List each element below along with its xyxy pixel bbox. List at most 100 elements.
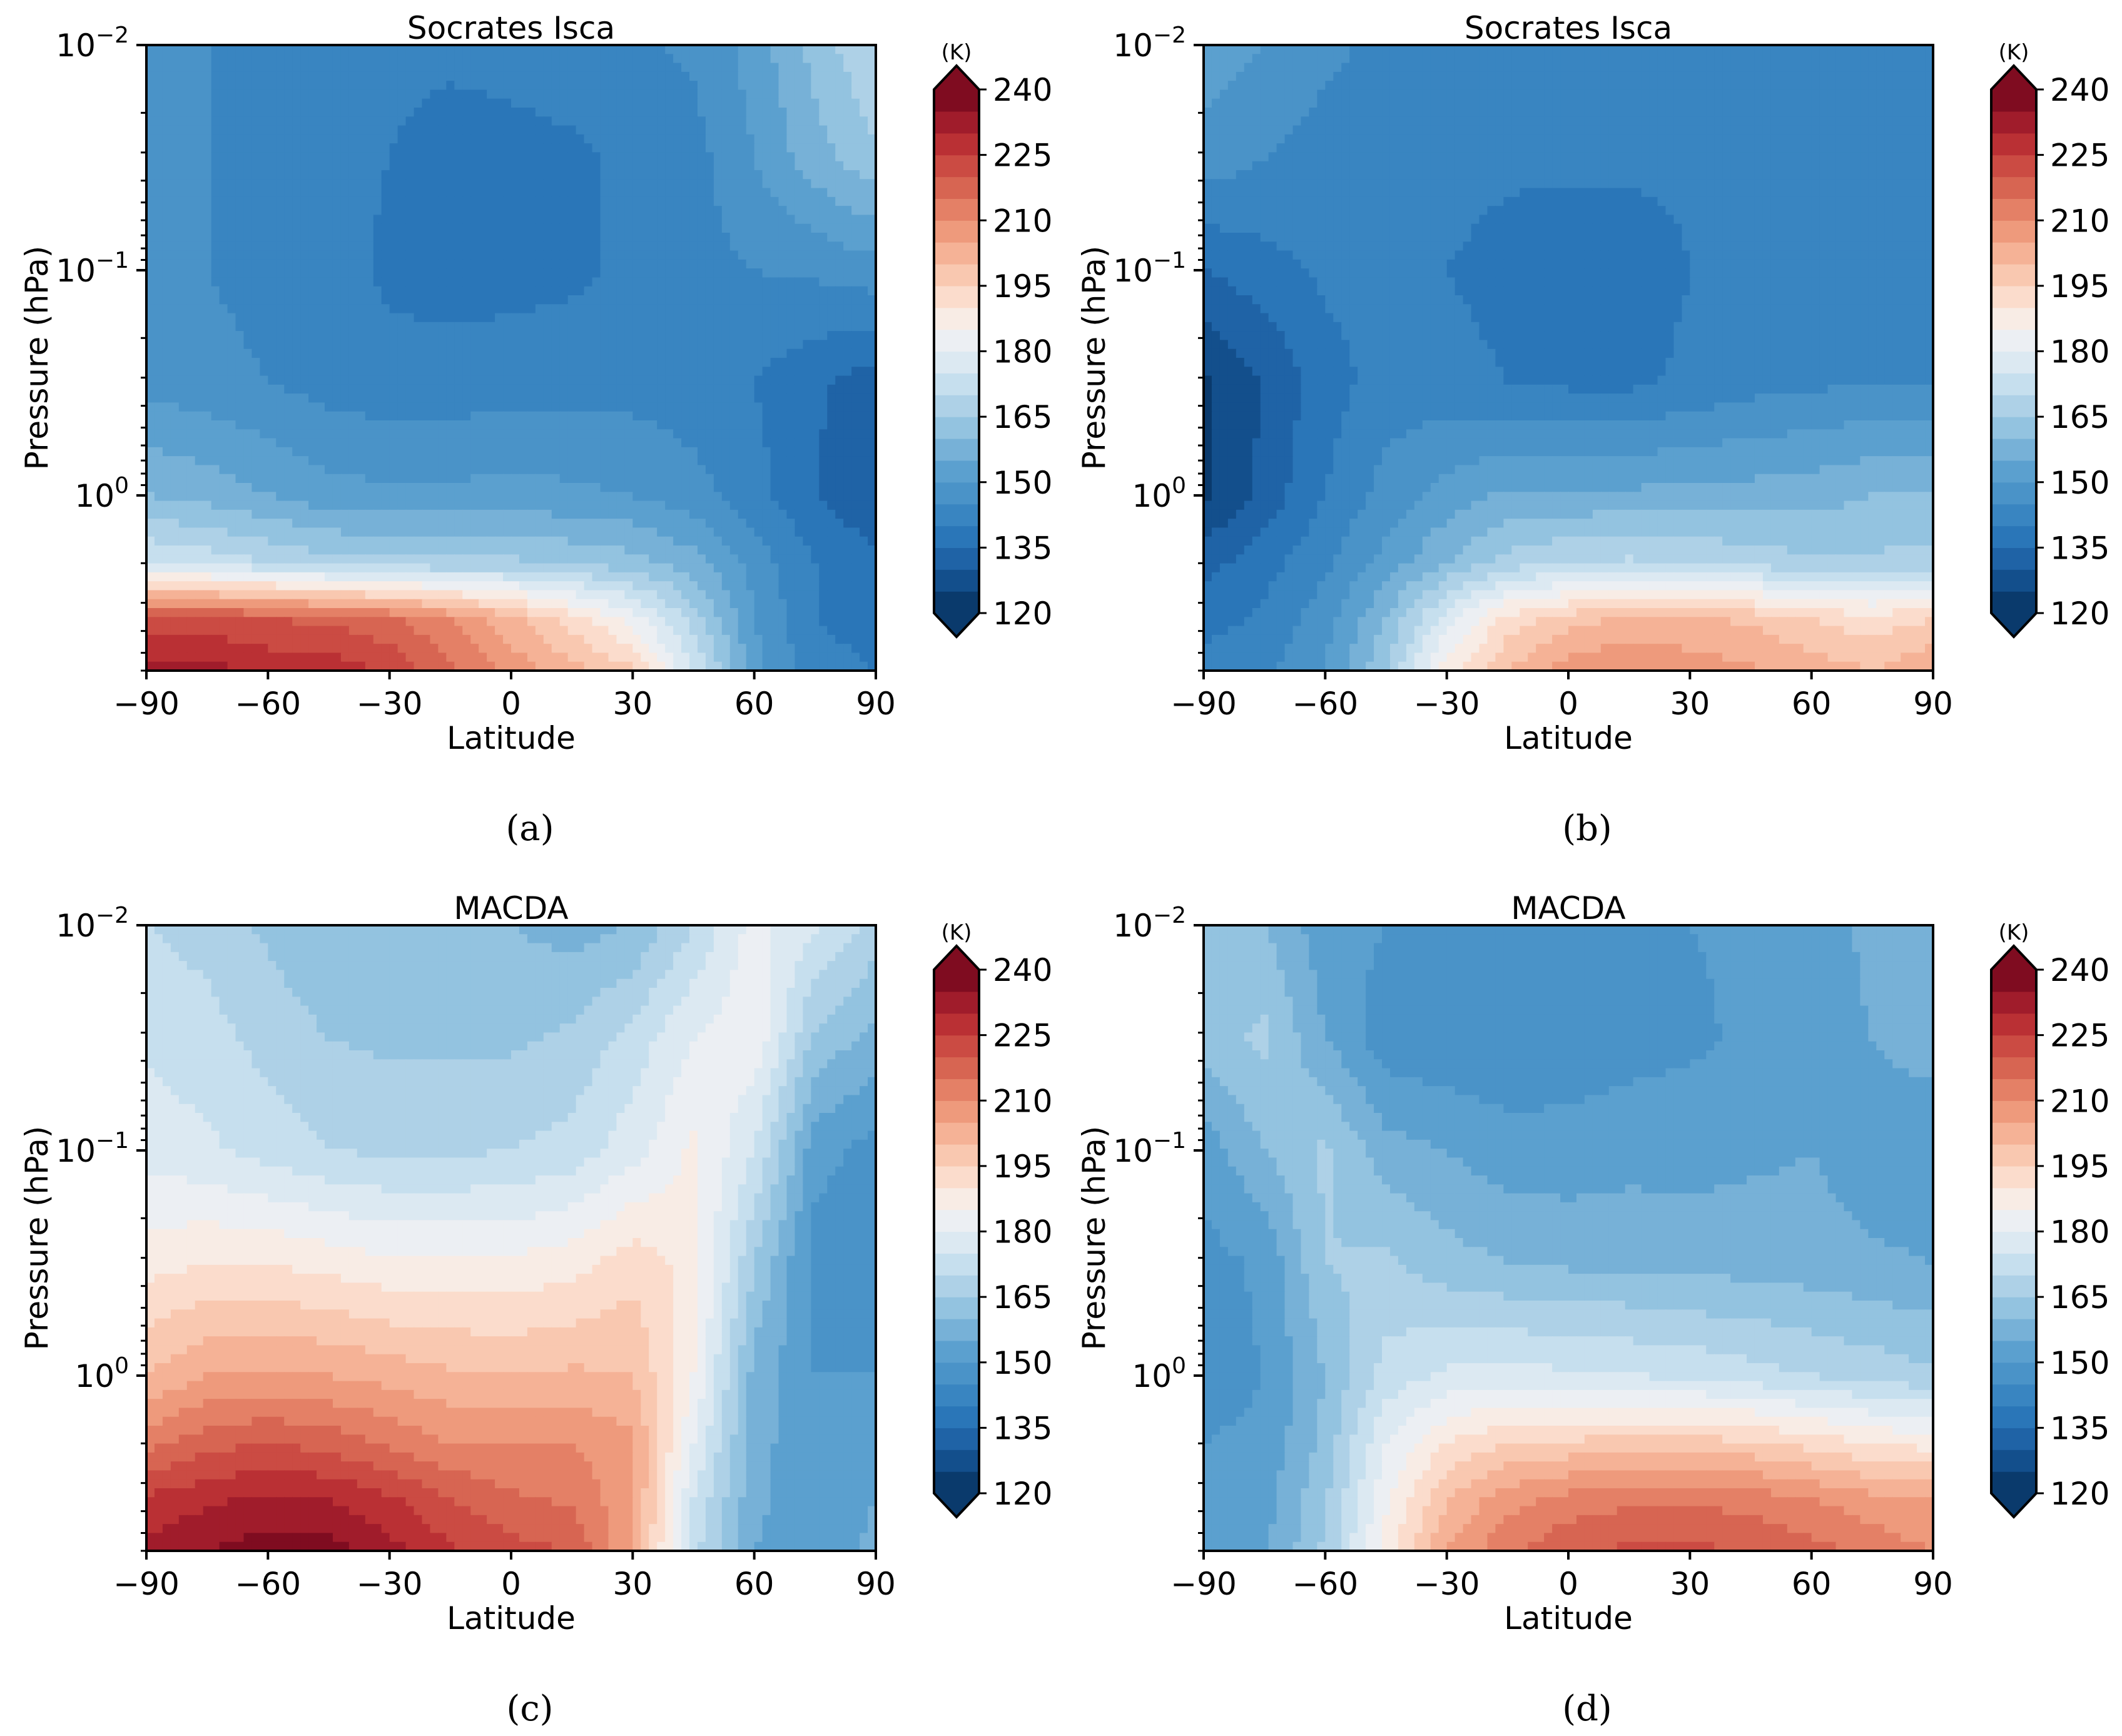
- field-cell: [600, 188, 609, 198]
- field-cell: [235, 465, 245, 475]
- field-cell: [178, 313, 188, 323]
- field-cell: [535, 152, 544, 162]
- field-cell: [340, 393, 350, 404]
- field-cell: [819, 81, 828, 91]
- field-cell: [665, 447, 674, 457]
- field-cell: [811, 527, 820, 537]
- field-cell: [576, 358, 585, 368]
- field-cell: [430, 152, 439, 162]
- field-cell: [584, 304, 593, 314]
- field-cell: [503, 375, 512, 385]
- field-cell: [567, 268, 577, 278]
- field-cell: [195, 483, 204, 493]
- field-cell: [357, 438, 366, 448]
- field-cell: [381, 277, 390, 287]
- field-cell: [535, 527, 544, 537]
- field-cell: [454, 447, 464, 457]
- field-cell: [705, 519, 714, 529]
- field-cell: [576, 322, 585, 332]
- field-cell: [325, 420, 333, 430]
- field-cell: [227, 170, 236, 180]
- field-cell: [357, 134, 366, 144]
- field-cell: [803, 215, 812, 225]
- field-cell: [479, 179, 487, 189]
- field-cell: [559, 340, 569, 350]
- field-cell: [479, 196, 487, 206]
- field-cell: [697, 223, 706, 233]
- field-cell: [697, 143, 706, 153]
- field-cell: [170, 500, 180, 510]
- field-cell: [381, 313, 390, 323]
- field-cell: [738, 331, 747, 341]
- field-cell: [608, 63, 617, 73]
- field-cell: [729, 170, 739, 180]
- field-cell: [389, 89, 399, 99]
- field-cell: [479, 152, 487, 162]
- field-cell: [317, 233, 325, 243]
- field-cell: [657, 108, 666, 118]
- field-cell: [284, 375, 293, 385]
- field-cell: [300, 108, 309, 118]
- field-cell: [203, 125, 212, 135]
- field-cell: [251, 286, 261, 296]
- field-cell: [332, 250, 342, 260]
- field-cell: [405, 527, 415, 537]
- field-cell: [479, 456, 487, 466]
- field-cell: [211, 45, 220, 55]
- field-cell: [397, 241, 407, 251]
- field-cell: [389, 429, 399, 439]
- field-cell: [754, 286, 763, 296]
- field-cell: [243, 98, 253, 108]
- field-cell: [567, 250, 577, 260]
- field-cell: [268, 161, 277, 171]
- field-cell: [624, 54, 634, 64]
- field-cell: [754, 483, 763, 493]
- field-cell: [276, 429, 285, 439]
- field-cell: [162, 527, 171, 537]
- field-cell: [219, 509, 228, 519]
- field-cell: [381, 465, 390, 475]
- field-cell: [178, 268, 188, 278]
- field-cell: [584, 483, 593, 493]
- field-cell: [681, 402, 690, 412]
- field-cell: [754, 438, 763, 448]
- field-cell: [794, 384, 804, 394]
- field-cell: [519, 108, 528, 118]
- field-cell: [308, 143, 317, 153]
- field-cell: [827, 152, 836, 162]
- field-cell: [592, 313, 601, 323]
- field-cell: [470, 536, 479, 546]
- field-cell: [317, 375, 325, 385]
- field-cell: [300, 89, 309, 99]
- field-cell: [567, 161, 577, 171]
- field-cell: [649, 71, 657, 81]
- field-cell: [729, 402, 739, 412]
- field-cell: [211, 71, 220, 81]
- field-cell: [592, 474, 601, 484]
- field-cell: [470, 348, 479, 358]
- field-cell: [365, 71, 374, 81]
- field-cell: [843, 295, 852, 305]
- field-cell: [754, 519, 763, 529]
- field-cell: [357, 108, 366, 118]
- field-cell: [600, 179, 609, 189]
- field-cell: [162, 277, 171, 287]
- field-cell: [397, 492, 407, 502]
- field-cell: [162, 241, 171, 251]
- field-cell: [146, 268, 155, 278]
- field-cell: [811, 367, 820, 377]
- field-cell: [235, 116, 245, 126]
- field-cell: [276, 161, 285, 171]
- field-cell: [519, 295, 528, 305]
- field-cell: [511, 71, 520, 81]
- field-cell: [576, 509, 585, 519]
- field-cell: [414, 233, 423, 243]
- field-cell: [762, 125, 771, 135]
- field-cell: [657, 250, 666, 260]
- field-cell: [146, 63, 155, 73]
- field-cell: [535, 465, 544, 475]
- field-cell: [317, 384, 325, 394]
- field-cell: [592, 63, 601, 73]
- field-cell: [332, 483, 342, 493]
- field-cell: [681, 465, 690, 475]
